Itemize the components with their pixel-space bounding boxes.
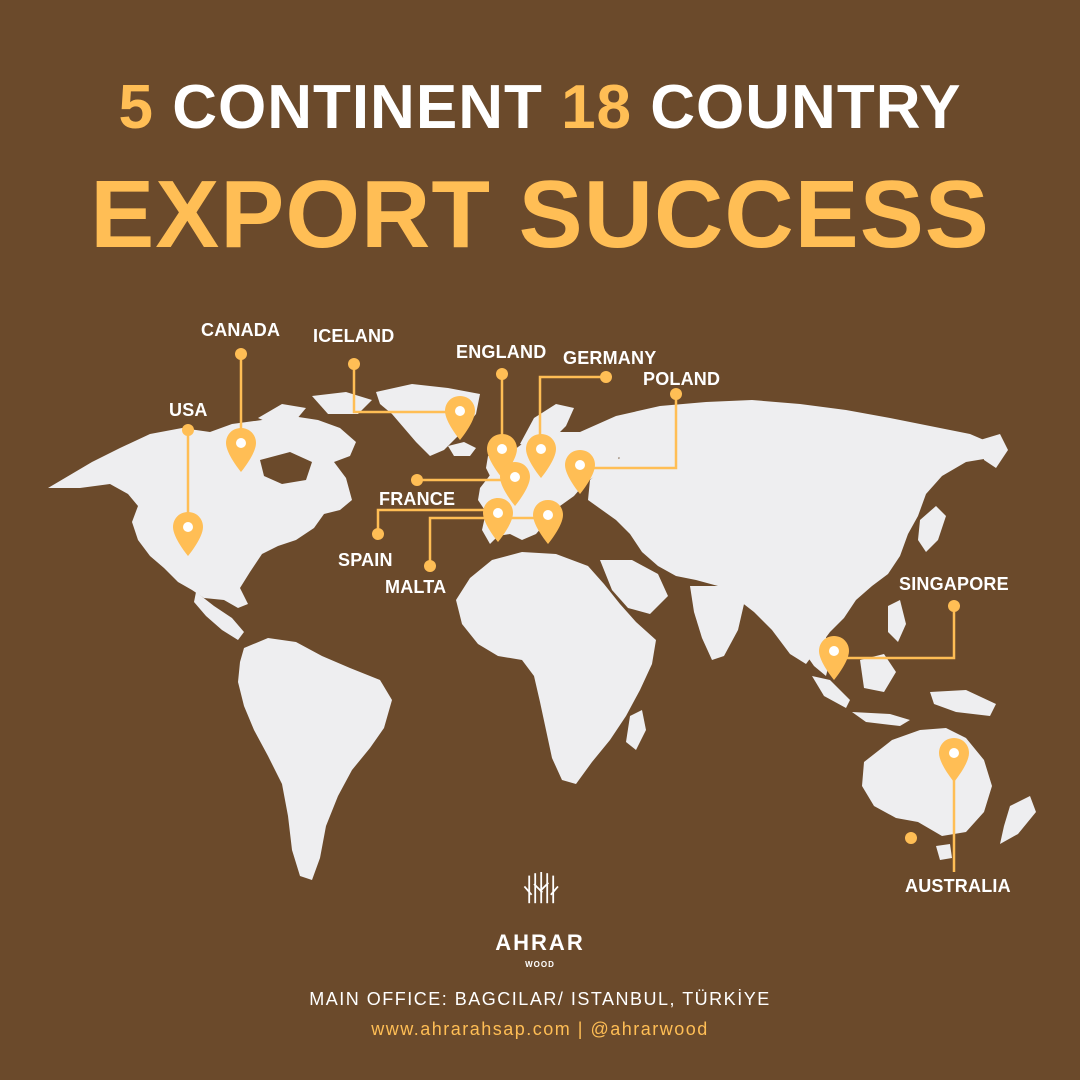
australia-decor-dot: [905, 832, 917, 844]
spain-connector: [376, 508, 498, 534]
iceland-dot: [348, 358, 360, 370]
headline-continent-count: 5: [118, 73, 154, 142]
poland-connector: [580, 394, 678, 470]
main-office-text: MAIN OFFICE: BAGCILAR/ ISTANBUL, TÜRKİYE: [309, 989, 771, 1009]
germany-dot: [600, 371, 612, 383]
hudson-bay-region: [260, 452, 312, 484]
subheadline: EXPORT SUCCESS: [90, 161, 990, 268]
germany-connector: [538, 375, 606, 450]
label-poland: POLAND: [643, 369, 721, 389]
australia: [862, 728, 992, 836]
usa-dot: [182, 424, 194, 436]
malta-dot: [424, 560, 436, 572]
label-canada: CANADA: [201, 320, 281, 340]
spain-dot: [372, 528, 384, 540]
new-zealand: [1000, 796, 1036, 844]
canada-dot: [235, 348, 247, 360]
central-america: [194, 592, 244, 640]
sumatra: [812, 676, 850, 708]
contact-text: www.ahrarahsap.com | @ahrarwood: [371, 1019, 709, 1039]
label-spain: SPAIN: [338, 550, 393, 570]
japan: [918, 506, 946, 552]
headline-continent-word: CONTINENT: [172, 73, 543, 142]
label-france: FRANCE: [379, 489, 456, 509]
england-dot: [496, 368, 508, 380]
iceland-island: [448, 442, 476, 456]
india: [690, 586, 744, 660]
brand-subtitle: WOOD: [525, 960, 555, 969]
africa: [456, 552, 656, 784]
madagascar: [626, 710, 646, 750]
iceland-connector: [352, 364, 460, 414]
north-america: [48, 416, 356, 608]
java: [852, 712, 910, 726]
arabia: [600, 560, 668, 614]
arctic-island-2: [312, 392, 372, 414]
label-england: ENGLAND: [456, 342, 547, 362]
south-america: [238, 638, 392, 880]
headline-country-count: 18: [561, 73, 633, 142]
endpoint-dots: [182, 348, 960, 844]
singapore-dot: [948, 600, 960, 612]
southeast-asia: [780, 612, 832, 676]
kamchatka: [980, 434, 1008, 468]
malta-map-pin-icon: [533, 500, 563, 544]
label-germany: GERMANY: [563, 348, 657, 368]
label-australia: AUSTRALIA: [905, 876, 1011, 896]
singapore-connector: [834, 606, 956, 660]
tasmania: [936, 844, 952, 860]
poland-dot: [670, 388, 682, 400]
headline-country-word: COUNTRY: [650, 73, 962, 142]
brand-name: AHRAR: [495, 930, 585, 955]
label-malta: MALTA: [385, 577, 447, 597]
asia: [580, 400, 998, 664]
label-singapore: SINGAPORE: [899, 574, 1009, 594]
label-iceland: ICELAND: [313, 326, 395, 346]
philippines: [888, 600, 906, 642]
label-usa: USA: [169, 400, 208, 420]
new-guinea: [930, 690, 996, 716]
arctic-island-1: [258, 404, 306, 424]
borneo: [860, 654, 896, 692]
france-dot: [411, 474, 423, 486]
headline: 5 CONTINENT 18 COUNTRY: [0, 72, 1080, 144]
tree-trunk-logo-icon: [523, 872, 559, 904]
